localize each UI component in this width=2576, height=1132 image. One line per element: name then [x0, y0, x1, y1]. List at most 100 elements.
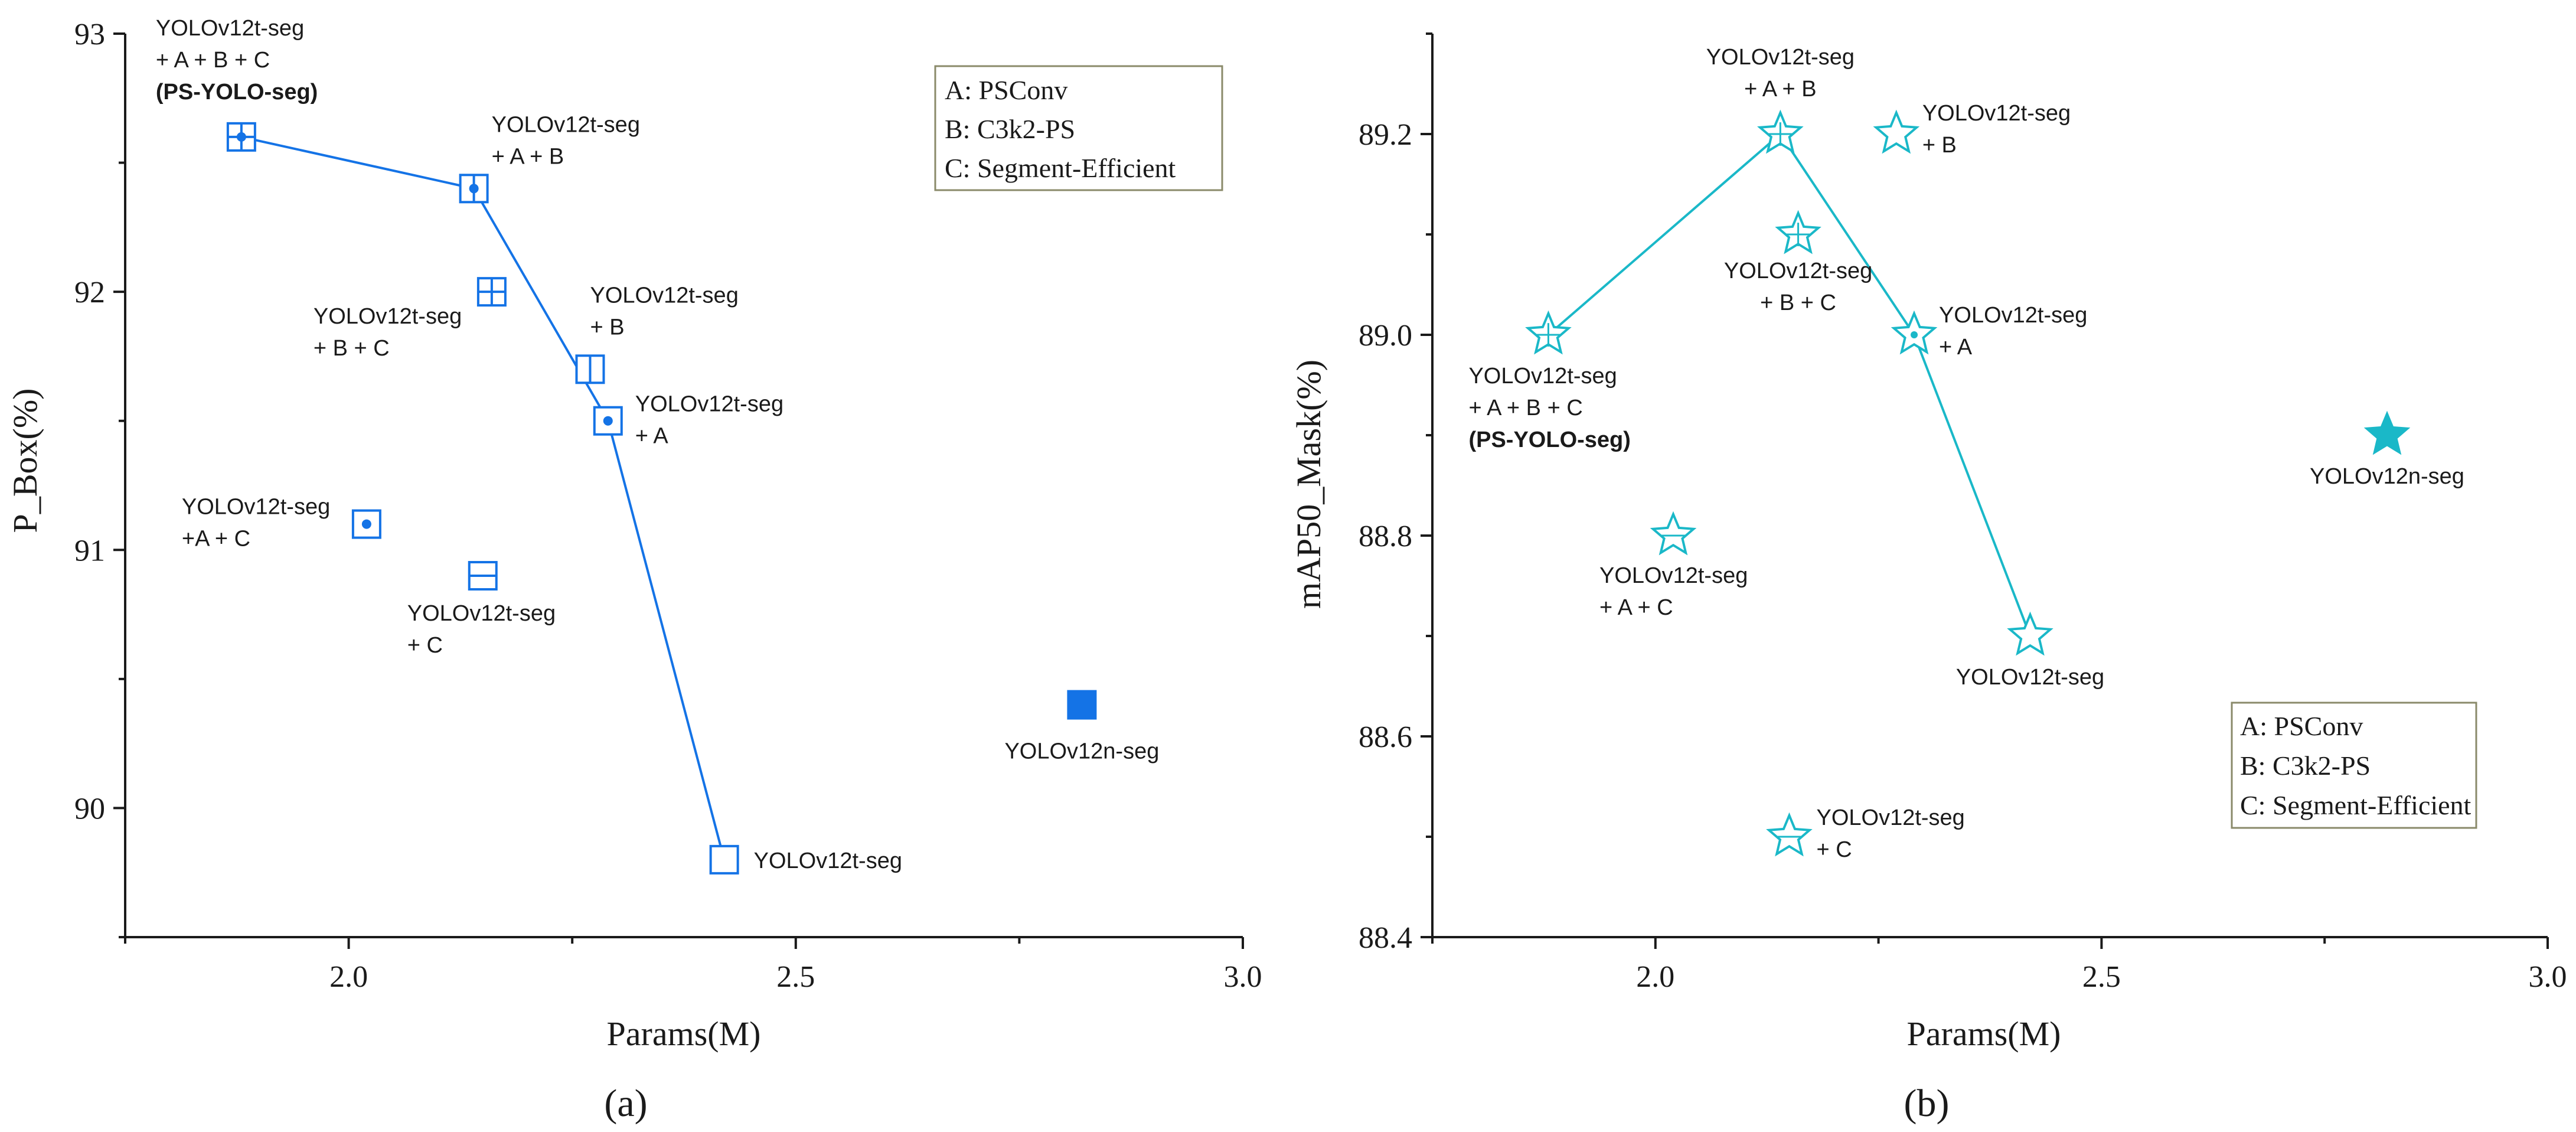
point-label-bc: YOLOv12t-seg + B + C — [314, 304, 462, 361]
panel-b-ticks: 2.0 2.5 3.0 88.4 88.6 88.8 89.0 89.2 — [1359, 32, 2567, 994]
panel-b-markers — [1525, 109, 2411, 857]
point-label-ac: YOLOv12t-seg + A + C — [1599, 563, 1748, 620]
point-label-line: YOLOv12t-seg — [1939, 303, 2087, 328]
point-label-line: YOLOv12t-seg — [1956, 665, 2104, 690]
panel-a-caption: (a) — [604, 1082, 647, 1125]
data-point-a — [1891, 310, 1938, 355]
panel-a-y-tick-label: 91 — [74, 534, 105, 567]
data-point-ac — [351, 509, 381, 539]
panel-a-legend-entry-a: A: PSConv — [945, 75, 1067, 105]
point-label-line: + C — [1816, 837, 1852, 862]
panel-a-x-axis-title: Params(M) — [607, 1014, 761, 1053]
point-label-line: + A + B + C — [1468, 396, 1582, 420]
panel-a-y-tick-label: 93 — [74, 18, 105, 51]
marker-dot — [603, 416, 613, 426]
marker-square — [1067, 690, 1097, 720]
panel-b-y-tick-label: 89.0 — [1359, 319, 1412, 353]
point-label-line: + A + B + C — [156, 48, 270, 73]
panel-a-point-labels: YOLOv12t-seg + A + B + C (PS-YOLO-seg)YOLO… — [156, 16, 1159, 873]
point-label-b: YOLOv12t-seg + B — [590, 283, 738, 340]
point-label-line: (PS-YOLO-seg) — [156, 80, 318, 105]
panel-b-point-labels: YOLOv12t-seg + A + B + C (PS-YOLO-seg)YOLO… — [1468, 45, 2464, 862]
marker-dot — [469, 184, 479, 194]
point-label-abc: YOLOv12t-seg + A + B + C (PS-YOLO-seg) — [156, 16, 318, 105]
panel-b-x-axis-title: Params(M) — [1907, 1014, 2061, 1053]
panel-a: 2.0 2.5 3.0 90 91 92 93 YOLOv12t-seg + A + B + … — [6, 16, 1262, 1125]
point-label-line: + B — [1922, 133, 1957, 158]
point-label-line: YOLOv12t-seg — [1468, 364, 1617, 389]
panel-b: 2.0 2.5 3.0 88.4 88.6 88.8 89.0 89.2 YOLOv12t-s… — [1289, 32, 2567, 1125]
point-label-line: + A + B — [492, 144, 564, 169]
point-label-line: YOLOv12t-seg — [635, 392, 783, 417]
panel-b-connecting-line — [1547, 132, 2032, 637]
point-label-line: YOLOv12t-seg — [1599, 563, 1748, 588]
point-label-line: YOLOv12t-seg — [1724, 259, 1872, 283]
point-label-line: YOLOv12t-seg — [156, 16, 304, 41]
point-label-b: YOLOv12t-seg + B — [1922, 101, 2071, 158]
panel-b-y-axis-title: mAP50_Mask(%) — [1289, 360, 1328, 609]
panel-b-y-tick-label: 88.6 — [1359, 720, 1412, 754]
point-label-a: YOLOv12t-seg + A — [635, 392, 783, 449]
panel-a-x-tick-label: 2.0 — [329, 960, 368, 994]
point-label-base: YOLOv12t-seg — [1956, 665, 2104, 690]
panel-a-y-tick-label: 90 — [74, 792, 105, 826]
point-label-line: +A + C — [182, 527, 250, 552]
point-label-line: YOLOv12t-seg — [590, 283, 738, 308]
point-label-line: YOLOv12t-seg — [1816, 805, 1964, 830]
data-point-base — [709, 844, 739, 875]
data-point-ab — [459, 174, 489, 204]
point-label-line: YOLOv12n-seg — [1004, 739, 1159, 764]
point-label-line: + A — [635, 424, 669, 449]
panel-b-legend-box — [2231, 702, 2477, 829]
panel-a-legend-box — [934, 65, 1223, 191]
data-point-b — [575, 354, 605, 384]
point-label-bc: YOLOv12t-seg + B + C — [1724, 259, 1872, 315]
point-label-line: YOLOv12t-seg — [1706, 45, 1855, 70]
point-label-base: YOLOv12t-seg — [754, 849, 902, 873]
point-label-line: + B + C — [1760, 291, 1836, 315]
panel-b-y-tick-label: 88.4 — [1359, 921, 1412, 955]
point-label-line: YOLOv12t-seg — [754, 849, 902, 873]
panel-b-y-tick-label: 88.8 — [1359, 520, 1412, 553]
data-point-v12n — [1067, 690, 1097, 720]
marker-star — [1766, 812, 1813, 857]
panel-b-y-tick-label: 89.2 — [1359, 118, 1412, 152]
point-label-v12n: YOLOv12n-seg — [2310, 464, 2464, 489]
marker-dot — [1911, 331, 1918, 338]
point-label-line: YOLOv12t-seg — [314, 304, 462, 329]
marker-dot — [236, 132, 246, 142]
point-label-ab: YOLOv12t-seg + A + B — [492, 112, 640, 169]
point-label-line: YOLOv12n-seg — [2310, 464, 2464, 489]
data-point-bc — [476, 277, 507, 307]
panel-a-legend-entry-c: C: Segment-Efficient — [945, 153, 1176, 183]
panel-b-legend-entry-a: A: PSConv — [2240, 711, 2363, 741]
data-point-b — [1873, 109, 1920, 154]
point-label-c: YOLOv12t-seg + C — [1816, 805, 1964, 862]
panel-b-x-tick-label: 3.0 — [2529, 960, 2567, 994]
point-label-ac: YOLOv12t-seg +A + C — [182, 495, 330, 552]
data-point-c — [468, 561, 498, 591]
data-point-v12n — [2363, 410, 2411, 455]
panel-a-ticks: 2.0 2.5 3.0 90 91 92 93 — [74, 18, 1262, 994]
panel-a-y-axis-title: P_Box(%) — [6, 389, 44, 533]
series-line — [241, 135, 726, 860]
data-point-abc — [1525, 310, 1572, 355]
data-point-bc — [1775, 210, 1821, 255]
marker-dot — [361, 519, 371, 529]
point-label-line: + A + C — [1599, 595, 1673, 620]
point-label-line: + B + C — [314, 336, 390, 361]
panel-b-x-tick-label: 2.0 — [1636, 960, 1674, 994]
marker-star — [2363, 410, 2411, 455]
series-line — [1547, 132, 2032, 637]
marker-star — [1873, 109, 1920, 154]
point-label-line: + C — [407, 633, 443, 658]
panel-a-x-tick-label: 2.5 — [776, 960, 815, 994]
point-label-line: YOLOv12t-seg — [1922, 101, 2071, 126]
panel-a-legend-entry-b: B: C3k2-PS — [945, 114, 1075, 144]
panel-b-x-tick-label: 2.5 — [2082, 960, 2121, 994]
data-point-ab — [1757, 109, 1804, 154]
point-label-abc: YOLOv12t-seg + A + B + C (PS-YOLO-seg) — [1468, 364, 1630, 452]
panel-a-connecting-line — [241, 135, 726, 860]
point-label-v12n: YOLOv12n-seg — [1004, 739, 1159, 764]
point-label-ab: YOLOv12t-seg + A + B — [1706, 45, 1855, 102]
